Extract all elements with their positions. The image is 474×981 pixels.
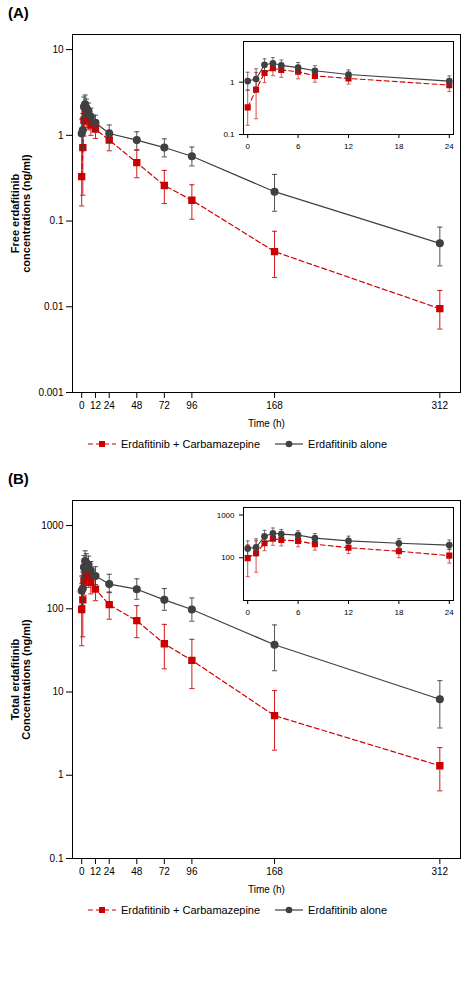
svg-text:0: 0 — [245, 142, 250, 150]
svg-text:24: 24 — [104, 400, 116, 411]
svg-text:24: 24 — [445, 608, 454, 616]
svg-text:168: 168 — [266, 400, 283, 411]
svg-text:0.1: 0.1 — [50, 215, 64, 226]
svg-text:10: 10 — [52, 44, 64, 55]
svg-text:1: 1 — [230, 78, 235, 87]
html-text:Erdafitinib alone: Erdafitinib alone — [308, 438, 387, 450]
svg-text:0: 0 — [79, 400, 85, 411]
svg-text:96: 96 — [186, 400, 198, 411]
svg-text:48: 48 — [131, 866, 143, 877]
svg-text:0: 0 — [245, 608, 250, 616]
svg-text:0.01: 0.01 — [44, 301, 64, 312]
svg-text:18: 18 — [394, 142, 403, 150]
svg-text:Free erdafitinibconcentrations: Free erdafitinibconcentrations (ng/ml) — [9, 154, 32, 273]
svg-text:100: 100 — [221, 553, 235, 562]
svg-text:12: 12 — [344, 608, 353, 616]
svg-text:Time (h): Time (h) — [248, 884, 285, 895]
svg-text:312: 312 — [431, 866, 448, 877]
svg-text:0.1: 0.1 — [50, 853, 64, 864]
svg-text:18: 18 — [394, 608, 403, 616]
svg-text:1000: 1000 — [216, 511, 234, 520]
svg-text:48: 48 — [131, 400, 143, 411]
html-text:(B): (B) — [8, 470, 29, 487]
svg-text:0.1: 0.1 — [223, 130, 235, 139]
html-text:Erdafitinib + Carbamazepine: Erdafitinib + Carbamazepine — [121, 904, 261, 916]
html-text:Erdafitinib + Carbamazepine: Erdafitinib + Carbamazepine — [121, 438, 261, 450]
svg-text:72: 72 — [159, 400, 171, 411]
svg-text:12: 12 — [90, 400, 102, 411]
svg-text:1: 1 — [58, 769, 64, 780]
svg-text:12: 12 — [90, 866, 102, 877]
html-text:Erdafitinib alone: Erdafitinib alone — [308, 904, 387, 916]
svg-text:0.001: 0.001 — [38, 387, 63, 398]
svg-text:1000: 1000 — [41, 520, 64, 531]
svg-text:72: 72 — [159, 866, 171, 877]
svg-text:1: 1 — [58, 130, 64, 141]
svg-text:Time (h): Time (h) — [248, 418, 285, 429]
html-text:(A): (A) — [8, 4, 29, 21]
svg-text:Total erdafitinibConcentration: Total erdafitinibConcentrations (ng/ml) — [9, 619, 32, 740]
svg-text:0: 0 — [79, 866, 85, 877]
svg-text:6: 6 — [296, 608, 301, 616]
svg-text:24: 24 — [445, 142, 454, 150]
svg-text:96: 96 — [186, 866, 198, 877]
svg-text:6: 6 — [296, 142, 301, 150]
svg-text:312: 312 — [431, 400, 448, 411]
svg-text:24: 24 — [104, 866, 116, 877]
svg-text:10: 10 — [52, 686, 64, 697]
svg-text:12: 12 — [344, 142, 353, 150]
svg-text:168: 168 — [266, 866, 283, 877]
svg-text:100: 100 — [47, 603, 64, 614]
